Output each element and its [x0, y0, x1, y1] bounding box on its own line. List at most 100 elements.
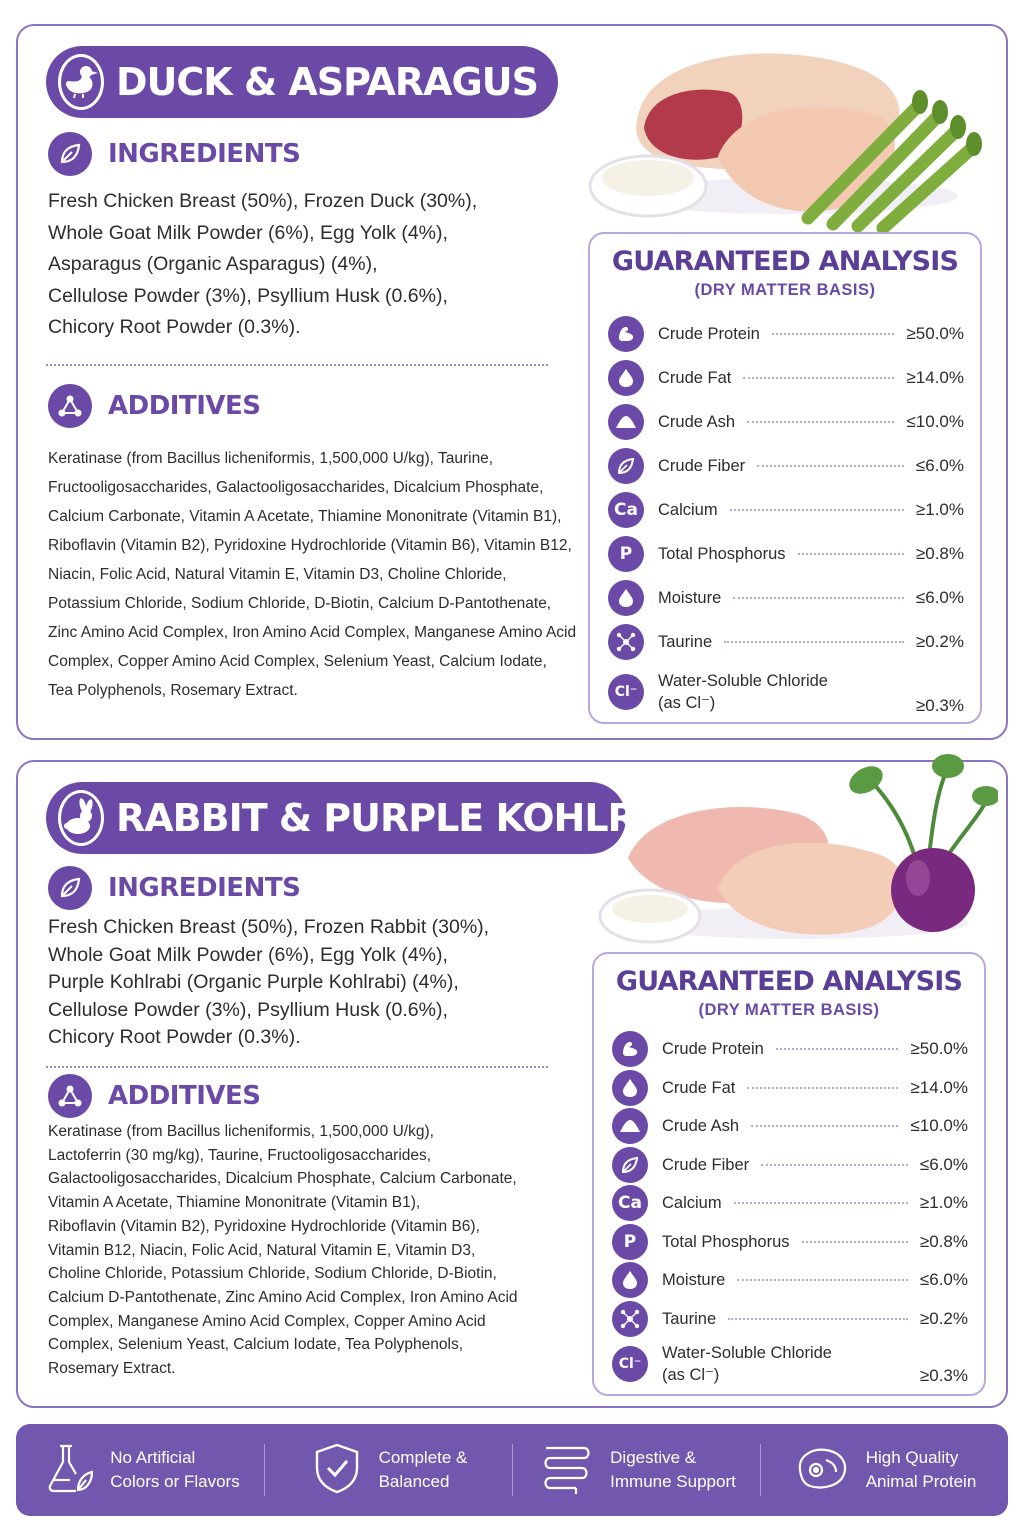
recipe-card-rabbit: RABBIT & PURPLE KOHLRABI INGREDIENTS Fre… — [16, 754, 1008, 1408]
water-drop-icon — [612, 1262, 648, 1299]
dotted-leader — [757, 465, 904, 467]
leaf-icon — [612, 1146, 648, 1183]
ingredients-text: Fresh Chicken Breast (50%), Frozen Rabbi… — [48, 916, 490, 1048]
analysis-value: ≥0.8% — [919, 1231, 968, 1251]
dotted-leader — [751, 1125, 899, 1128]
analysis-subtitle: (DRY MATTER BASIS) — [694, 281, 876, 299]
dotted-leader — [743, 377, 895, 379]
ash-pile-icon — [608, 404, 644, 440]
rabbit-icon — [58, 790, 104, 846]
chloride-icon: Cl⁻ — [608, 674, 644, 710]
dotted-leader — [801, 1240, 908, 1243]
muscle-icon — [612, 1031, 648, 1068]
analysis-label: Total Phosphorus — [662, 1232, 790, 1251]
analysis-subtitle: (DRY MATTER BASIS) — [698, 1001, 880, 1019]
analysis-value: ≥1.0% — [915, 500, 964, 519]
analysis-row: Crude Fiber ≤6.0% — [612, 1146, 968, 1185]
analysis-value: ≥0.2% — [915, 632, 964, 651]
analysis-value: ≥50.0% — [906, 324, 964, 343]
drop-icon — [612, 1069, 648, 1106]
recipe-title-banner: DUCK & ASPARAGUS — [46, 46, 558, 118]
analysis-label: Water-Soluble Chloride (as Cl⁻) — [662, 1344, 832, 1384]
dotted-leader — [797, 553, 904, 555]
analysis-value: ≤6.0% — [919, 1270, 968, 1290]
analysis-row: Crude Protein ≥50.0% — [608, 312, 964, 356]
food-illustration-duck — [578, 36, 998, 236]
analysis-value: ≤10.0% — [910, 1116, 968, 1136]
analysis-value: ≤6.0% — [915, 456, 964, 475]
analysis-value: ≥0.3% — [915, 696, 964, 715]
analysis-row: Ca Calcium ≥1.0% — [612, 1184, 968, 1223]
analysis-row: Taurine ≥0.2% — [612, 1300, 968, 1339]
dotted-leader — [747, 1086, 899, 1089]
analysis-row: Moisture ≤6.0% — [612, 1261, 968, 1300]
analysis-label: Moisture — [662, 1271, 726, 1290]
food-illustration-rabbit — [588, 738, 1000, 948]
molecule-icon — [48, 1074, 92, 1118]
recipe-title: DUCK & ASPARAGUS — [116, 60, 539, 104]
meat-steak-icon — [792, 1440, 852, 1501]
analysis-row: Crude Fat ≥14.0% — [608, 356, 964, 400]
feature-item: Complete & Balanced — [264, 1440, 512, 1500]
recipe-title-banner: RABBIT & PURPLE KOHLRABI — [46, 782, 706, 854]
analysis-row: Crude Ash ≤10.0% — [608, 400, 964, 444]
analysis-label: Crude Fiber — [658, 457, 746, 475]
analysis-row: Crude Ash ≤10.0% — [612, 1107, 968, 1146]
feature-label: Complete & Balanced — [378, 1448, 468, 1491]
divider — [46, 1066, 548, 1068]
analysis-row: Crude Fat ≥14.0% — [612, 1069, 968, 1108]
analysis-label: Crude Ash — [658, 413, 736, 431]
additives-heading: ADDITIVES — [48, 384, 261, 428]
muscle-icon — [608, 316, 644, 352]
feature-label: No Artificial Colors or Flavors — [110, 1448, 240, 1491]
analysis-value: ≤10.0% — [906, 412, 964, 431]
dotted-leader — [771, 333, 895, 335]
drop-icon — [608, 360, 644, 396]
ingredients-heading: INGREDIENTS — [48, 866, 301, 910]
dotted-leader — [761, 1163, 908, 1166]
analysis-row: Cl⁻ Water-Soluble Chloride (as Cl⁻) ≥0.3% — [608, 664, 964, 720]
analysis-value: ≤6.0% — [919, 1154, 968, 1174]
analysis-label: Total Phosphorus — [658, 545, 786, 563]
leaf-icon — [608, 448, 644, 484]
intestine-icon — [536, 1440, 596, 1501]
analysis-label: Calcium — [662, 1194, 722, 1213]
ingredients-heading: INGREDIENTS — [48, 132, 301, 176]
phosphorus-icon: P — [608, 536, 644, 572]
dotted-leader — [737, 1279, 908, 1282]
guaranteed-analysis-panel: GUARANTEED ANALYSIS (DRY MATTER BASIS) C… — [588, 232, 982, 724]
analysis-title: GUARANTEED ANALYSIS — [615, 966, 963, 997]
dotted-leader — [775, 1048, 899, 1051]
analysis-label: Calcium — [658, 501, 718, 519]
phosphorus-icon: P — [612, 1223, 648, 1260]
analysis-value: ≥50.0% — [910, 1039, 968, 1059]
analysis-value: ≥0.8% — [915, 544, 964, 563]
shield-check-icon — [309, 1440, 365, 1501]
feature-label: High Quality Animal Protein — [865, 1448, 977, 1491]
analysis-row: Moisture ≤6.0% — [608, 576, 964, 620]
analysis-row: Taurine ≥0.2% — [608, 620, 964, 664]
analysis-value: ≥14.0% — [910, 1077, 968, 1097]
additives-text: Keratinase (from Bacillus licheniformis,… — [48, 450, 577, 699]
analysis-label: Crude Protein — [662, 1040, 764, 1059]
dotted-leader — [728, 1317, 908, 1320]
analysis-list: Crude Protein ≥50.0% Crude Fat ≥14.0% Crude … — [608, 312, 964, 720]
molecule-icon — [608, 624, 644, 660]
feature-item: High Quality Animal Protein — [760, 1440, 1008, 1500]
analysis-label: Crude Ash — [662, 1117, 740, 1136]
analysis-row: Ca Calcium ≥1.0% — [608, 488, 964, 532]
ingredients-text: Fresh Chicken Breast (50%), Frozen Duck … — [48, 190, 478, 338]
chloride-icon: Cl⁻ — [612, 1346, 648, 1382]
feature-label: Digestive & Immune Support — [610, 1448, 736, 1491]
analysis-value: ≥0.2% — [919, 1308, 968, 1328]
calcium-icon: Ca — [612, 1185, 648, 1222]
analysis-row: Crude Fiber ≤6.0% — [608, 444, 964, 488]
dotted-leader — [729, 509, 904, 511]
leaf-icon — [48, 132, 92, 176]
analysis-value: ≥0.3% — [919, 1366, 968, 1385]
dotted-leader — [733, 597, 904, 599]
analysis-label: Moisture — [658, 589, 722, 607]
analysis-list: Crude Protein ≥50.0% Crude Fat ≥14.0% Crude … — [612, 1030, 968, 1390]
dotted-leader — [747, 421, 895, 423]
analysis-row: P Total Phosphorus ≥0.8% — [608, 532, 964, 576]
